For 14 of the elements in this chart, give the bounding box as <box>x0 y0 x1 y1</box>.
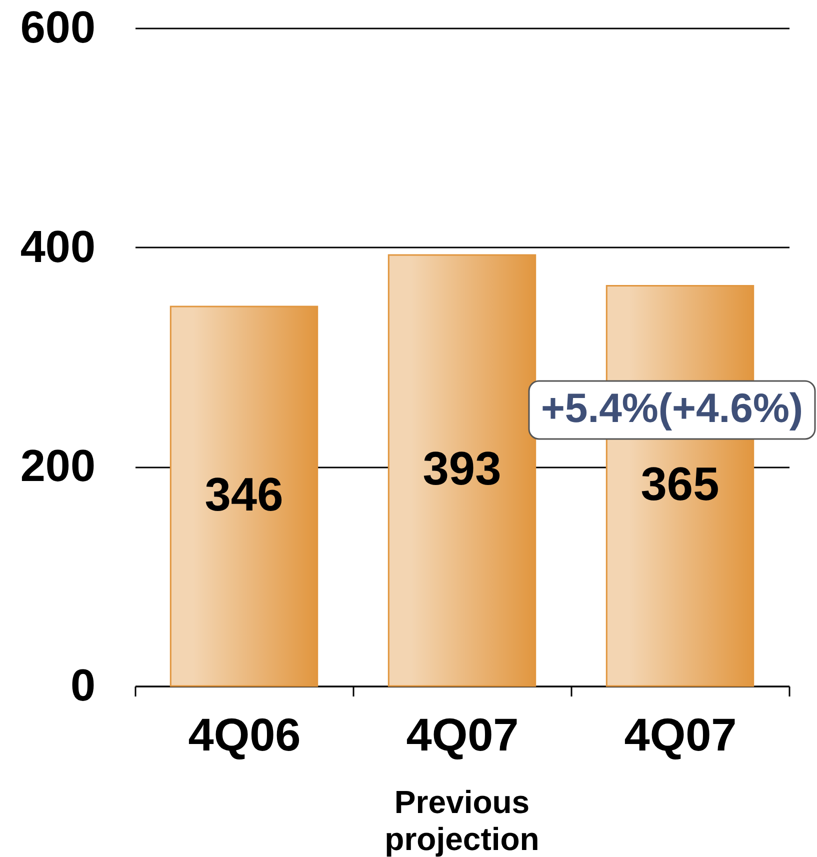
data-label: 393 <box>422 442 502 495</box>
data-label: 365 <box>640 456 720 510</box>
y-tick-label: 400 <box>20 220 96 272</box>
bar <box>388 254 536 687</box>
data-label: 346 <box>204 467 284 520</box>
y-tick-label: 200 <box>20 440 96 492</box>
x-tick-label: 4Q06 <box>188 708 301 760</box>
annotation: +5.4%(+4.6%) <box>540 385 804 431</box>
x-tick-label: 4Q07 <box>624 708 737 760</box>
bar <box>170 306 318 687</box>
y-tick-label: 600 <box>20 2 96 52</box>
x-tick-label: 4Q07 <box>406 708 519 760</box>
text: Previous projection <box>384 784 540 857</box>
y-tick-label: 0 <box>70 660 96 710</box>
